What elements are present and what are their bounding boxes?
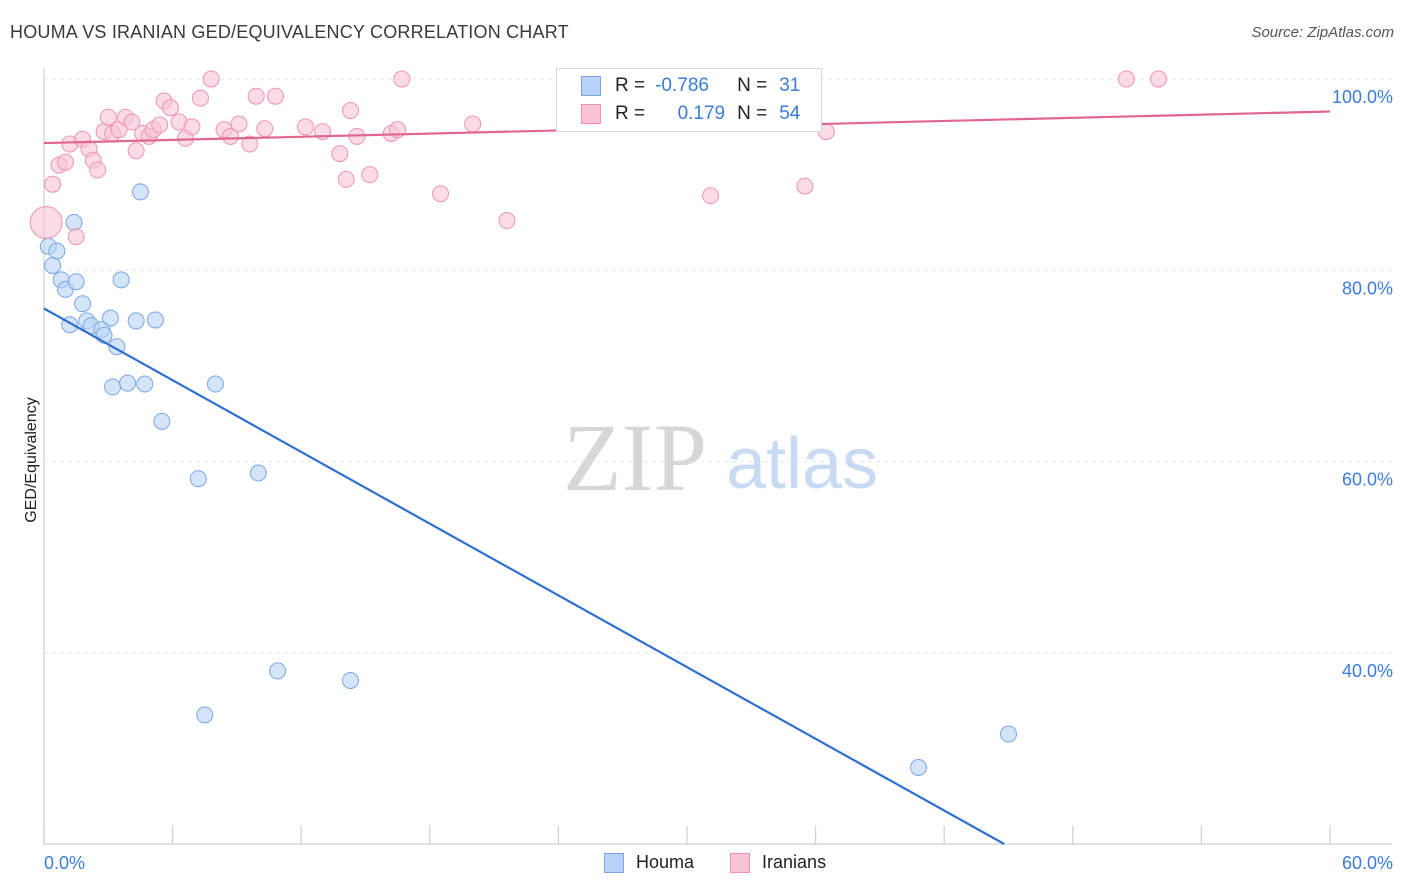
- source-label: Source: ZipAtlas.com: [1251, 24, 1394, 41]
- data-point-houma: [65, 213, 83, 231]
- data-point-iranians: [1117, 70, 1135, 88]
- data-point-houma: [153, 412, 171, 430]
- data-point-iranians: [241, 135, 259, 153]
- series-legend-swatch-houma: [604, 852, 624, 873]
- series-legend-houma[interactable]: Houma: [604, 852, 694, 873]
- data-point-iranians: [44, 175, 62, 193]
- x-tick-label: 0.0%: [44, 853, 85, 873]
- data-point-houma: [74, 295, 92, 313]
- data-point-iranians: [67, 228, 85, 246]
- data-point-iranians: [266, 87, 284, 105]
- data-point-houma: [48, 242, 66, 260]
- data-point-iranians: [1150, 70, 1168, 88]
- legend-row-iranians: R = 0.179 N = 54: [581, 102, 800, 126]
- tick-labels: 40.0% 60.0% 80.0% 100.0% 0.0% 60.0%: [44, 87, 1393, 873]
- data-point-iranians: [183, 118, 201, 136]
- legend-n-value-houma: 31: [779, 75, 801, 96]
- y-tick-label: 60.0%: [1342, 470, 1393, 490]
- stats-legend: R = -0.786 N = 31 R = 0.179 N = 54: [556, 68, 822, 132]
- data-point-iranians: [331, 145, 349, 163]
- data-point-iranians: [123, 113, 141, 131]
- legend-swatch-houma: [581, 76, 601, 96]
- data-point-iranians: [498, 212, 516, 230]
- data-point-iranians: [151, 116, 169, 134]
- data-point-iranians: [361, 166, 379, 184]
- legend-r-value-houma: -0.786: [655, 75, 709, 96]
- data-point-iranians: [230, 115, 248, 133]
- series-legend-swatch-iranians: [730, 852, 751, 873]
- series-legend-label-houma: Houma: [636, 852, 695, 872]
- legend-r-value-iranians: 0.179: [677, 103, 726, 124]
- legend-n-label: N =: [737, 75, 768, 96]
- grid-lines: [44, 78, 1392, 654]
- data-point-houma: [44, 256, 62, 274]
- x-tick-label: 60.0%: [1342, 853, 1393, 873]
- data-point-iranians: [221, 127, 239, 145]
- data-point-houma: [189, 470, 207, 488]
- legend-row-houma: R = -0.786 N = 31: [581, 74, 800, 98]
- data-point-iranians: [702, 187, 720, 205]
- data-point-iranians: [161, 99, 179, 117]
- data-point-houma: [119, 374, 137, 392]
- series-legend-iranians[interactable]: Iranians: [730, 852, 826, 873]
- watermark-atlas: atlas: [726, 424, 878, 504]
- data-point-iranians: [191, 89, 209, 107]
- data-point-iranians: [296, 118, 314, 136]
- data-point-iranians: [56, 153, 74, 171]
- data-point-houma: [1000, 725, 1017, 743]
- y-tick-label: 100.0%: [1332, 87, 1393, 107]
- legend-r-label: R =: [615, 103, 646, 124]
- data-point-iranians: [256, 120, 274, 138]
- data-point-houma: [131, 183, 149, 201]
- legend-n-value-iranians: 54: [779, 103, 801, 124]
- data-point-iranians: [393, 70, 411, 88]
- data-point-iranians: [29, 205, 63, 239]
- data-point-iranians: [247, 87, 265, 105]
- data-point-houma: [249, 464, 267, 482]
- data-point-iranians: [202, 70, 220, 88]
- axes: [43, 68, 1392, 845]
- data-point-iranians: [337, 170, 355, 188]
- series-legend: Houma Iranians: [604, 852, 862, 873]
- watermark: ZIP atlas: [563, 404, 878, 511]
- watermark-zip: ZIP: [563, 404, 707, 511]
- data-point-iranians: [99, 108, 117, 126]
- data-point-houma: [909, 759, 927, 776]
- chart-title: HOUMA VS IRANIAN GED/EQUIVALENCY CORRELA…: [10, 22, 569, 42]
- data-point-iranians: [341, 102, 359, 120]
- data-point-houma: [104, 378, 122, 396]
- data-points: [29, 70, 1168, 776]
- data-point-houma: [341, 671, 359, 689]
- data-point-houma: [101, 309, 119, 327]
- data-point-iranians: [432, 185, 450, 203]
- data-point-houma: [146, 311, 164, 329]
- data-point-houma: [112, 271, 130, 289]
- data-point-iranians: [127, 142, 145, 160]
- y-tick-label: 40.0%: [1342, 661, 1393, 681]
- data-point-houma: [206, 375, 224, 393]
- data-point-houma: [67, 273, 85, 291]
- data-point-houma: [136, 375, 154, 393]
- data-point-houma: [127, 312, 145, 330]
- trend-line-houma: [43, 307, 1005, 845]
- legend-r-label: R =: [615, 75, 646, 96]
- legend-n-label: N =: [737, 103, 768, 124]
- series-legend-label-iranians: Iranians: [762, 852, 827, 872]
- legend-swatch-iranians: [581, 104, 601, 124]
- data-point-houma: [196, 706, 214, 724]
- y-tick-label: 80.0%: [1342, 278, 1393, 298]
- data-point-iranians: [89, 161, 107, 179]
- data-point-iranians: [464, 115, 482, 133]
- data-point-houma: [269, 662, 287, 680]
- data-point-iranians: [796, 177, 814, 195]
